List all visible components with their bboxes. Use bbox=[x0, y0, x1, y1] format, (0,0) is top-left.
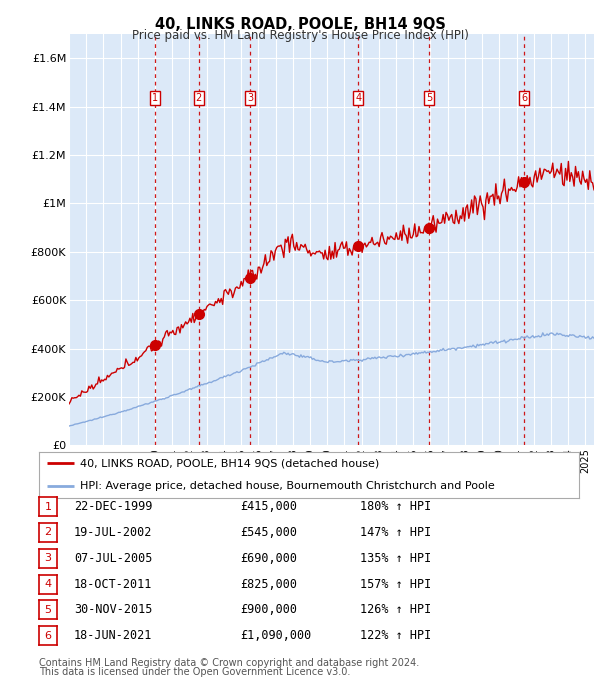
Text: 126% ↑ HPI: 126% ↑ HPI bbox=[360, 603, 431, 617]
Text: 157% ↑ HPI: 157% ↑ HPI bbox=[360, 577, 431, 591]
Text: 2: 2 bbox=[196, 92, 202, 103]
Text: 5: 5 bbox=[44, 605, 52, 615]
Text: 19-JUL-2002: 19-JUL-2002 bbox=[74, 526, 152, 539]
Text: 135% ↑ HPI: 135% ↑ HPI bbox=[360, 551, 431, 565]
Text: 18-JUN-2021: 18-JUN-2021 bbox=[74, 629, 152, 643]
Text: 1: 1 bbox=[44, 502, 52, 511]
Text: £1,090,000: £1,090,000 bbox=[240, 629, 311, 643]
Text: 3: 3 bbox=[247, 92, 253, 103]
Text: 3: 3 bbox=[44, 554, 52, 563]
Text: 6: 6 bbox=[521, 92, 527, 103]
Text: 2: 2 bbox=[44, 528, 52, 537]
Text: £415,000: £415,000 bbox=[240, 500, 297, 513]
Text: 40, LINKS ROAD, POOLE, BH14 9QS (detached house): 40, LINKS ROAD, POOLE, BH14 9QS (detache… bbox=[79, 458, 379, 468]
Text: 22-DEC-1999: 22-DEC-1999 bbox=[74, 500, 152, 513]
Text: £825,000: £825,000 bbox=[240, 577, 297, 591]
Text: Price paid vs. HM Land Registry's House Price Index (HPI): Price paid vs. HM Land Registry's House … bbox=[131, 29, 469, 41]
Text: 40, LINKS ROAD, POOLE, BH14 9QS: 40, LINKS ROAD, POOLE, BH14 9QS bbox=[155, 17, 445, 32]
Text: Contains HM Land Registry data © Crown copyright and database right 2024.: Contains HM Land Registry data © Crown c… bbox=[39, 658, 419, 668]
Text: 147% ↑ HPI: 147% ↑ HPI bbox=[360, 526, 431, 539]
Text: 180% ↑ HPI: 180% ↑ HPI bbox=[360, 500, 431, 513]
Text: HPI: Average price, detached house, Bournemouth Christchurch and Poole: HPI: Average price, detached house, Bour… bbox=[79, 481, 494, 491]
Text: 07-JUL-2005: 07-JUL-2005 bbox=[74, 551, 152, 565]
Text: 1: 1 bbox=[151, 92, 158, 103]
Text: £690,000: £690,000 bbox=[240, 551, 297, 565]
Text: 4: 4 bbox=[355, 92, 361, 103]
Text: 30-NOV-2015: 30-NOV-2015 bbox=[74, 603, 152, 617]
Text: 122% ↑ HPI: 122% ↑ HPI bbox=[360, 629, 431, 643]
Text: £545,000: £545,000 bbox=[240, 526, 297, 539]
Text: 18-OCT-2011: 18-OCT-2011 bbox=[74, 577, 152, 591]
Text: 6: 6 bbox=[44, 631, 52, 641]
Text: 4: 4 bbox=[44, 579, 52, 589]
Text: £900,000: £900,000 bbox=[240, 603, 297, 617]
Text: 5: 5 bbox=[426, 92, 432, 103]
Text: This data is licensed under the Open Government Licence v3.0.: This data is licensed under the Open Gov… bbox=[39, 666, 350, 677]
